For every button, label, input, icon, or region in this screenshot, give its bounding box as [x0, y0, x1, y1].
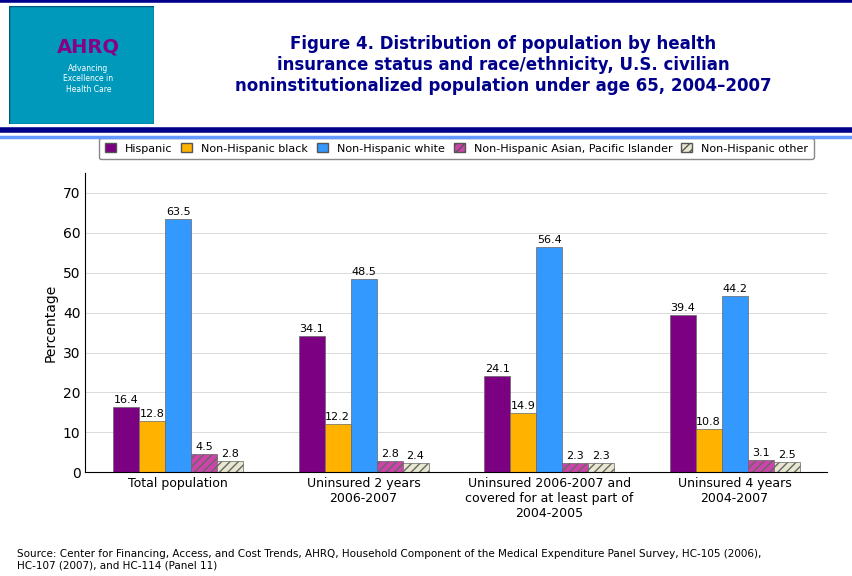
Text: 39.4: 39.4 — [670, 303, 694, 313]
Bar — [325, 423, 350, 472]
Bar — [191, 454, 216, 472]
Text: 12.2: 12.2 — [325, 412, 349, 422]
Bar — [139, 421, 165, 472]
Bar — [113, 407, 139, 472]
Text: 12.8: 12.8 — [140, 409, 164, 419]
Bar — [484, 376, 509, 472]
Legend: Hispanic, Non-Hispanic black, Non-Hispanic white, Non-Hispanic Asian, Pacific Is: Hispanic, Non-Hispanic black, Non-Hispan… — [99, 138, 813, 159]
Bar — [536, 247, 561, 472]
Text: 2.3: 2.3 — [591, 451, 609, 461]
Bar — [773, 463, 798, 472]
Bar — [561, 463, 587, 472]
Bar — [402, 463, 428, 472]
Text: 63.5: 63.5 — [165, 207, 190, 217]
Text: 48.5: 48.5 — [351, 267, 376, 276]
Bar — [350, 279, 376, 472]
Text: 10.8: 10.8 — [695, 417, 720, 427]
Bar — [216, 461, 243, 472]
Text: 14.9: 14.9 — [510, 401, 535, 411]
Bar — [376, 461, 402, 472]
Text: 44.2: 44.2 — [722, 284, 746, 294]
Bar — [669, 315, 695, 472]
Text: 24.1: 24.1 — [484, 364, 509, 374]
Text: Advancing
Excellence in
Health Care: Advancing Excellence in Health Care — [63, 64, 113, 94]
FancyBboxPatch shape — [9, 6, 153, 124]
Text: 16.4: 16.4 — [113, 395, 138, 405]
Bar — [298, 336, 325, 472]
Text: 2.4: 2.4 — [406, 451, 424, 461]
Bar — [695, 429, 721, 472]
Text: 2.8: 2.8 — [221, 449, 239, 459]
Text: Source: Center for Financing, Access, and Cost Trends, AHRQ, Household Component: Source: Center for Financing, Access, an… — [17, 548, 761, 570]
Text: 56.4: 56.4 — [536, 235, 561, 245]
Bar — [509, 413, 536, 472]
Text: 3.1: 3.1 — [751, 448, 769, 458]
Text: 2.5: 2.5 — [777, 450, 795, 460]
Bar — [587, 463, 613, 472]
Text: 2.3: 2.3 — [566, 451, 584, 461]
Text: 34.1: 34.1 — [299, 324, 324, 334]
Y-axis label: Percentage: Percentage — [43, 283, 57, 362]
Text: 2.8: 2.8 — [380, 449, 398, 459]
Bar — [746, 460, 773, 472]
Bar — [721, 296, 746, 472]
Text: Figure 4. Distribution of population by health
insurance status and race/ethnici: Figure 4. Distribution of population by … — [234, 35, 771, 94]
Text: 4.5: 4.5 — [195, 442, 213, 452]
Text: AHRQ: AHRQ — [57, 37, 119, 56]
Bar — [165, 219, 191, 472]
